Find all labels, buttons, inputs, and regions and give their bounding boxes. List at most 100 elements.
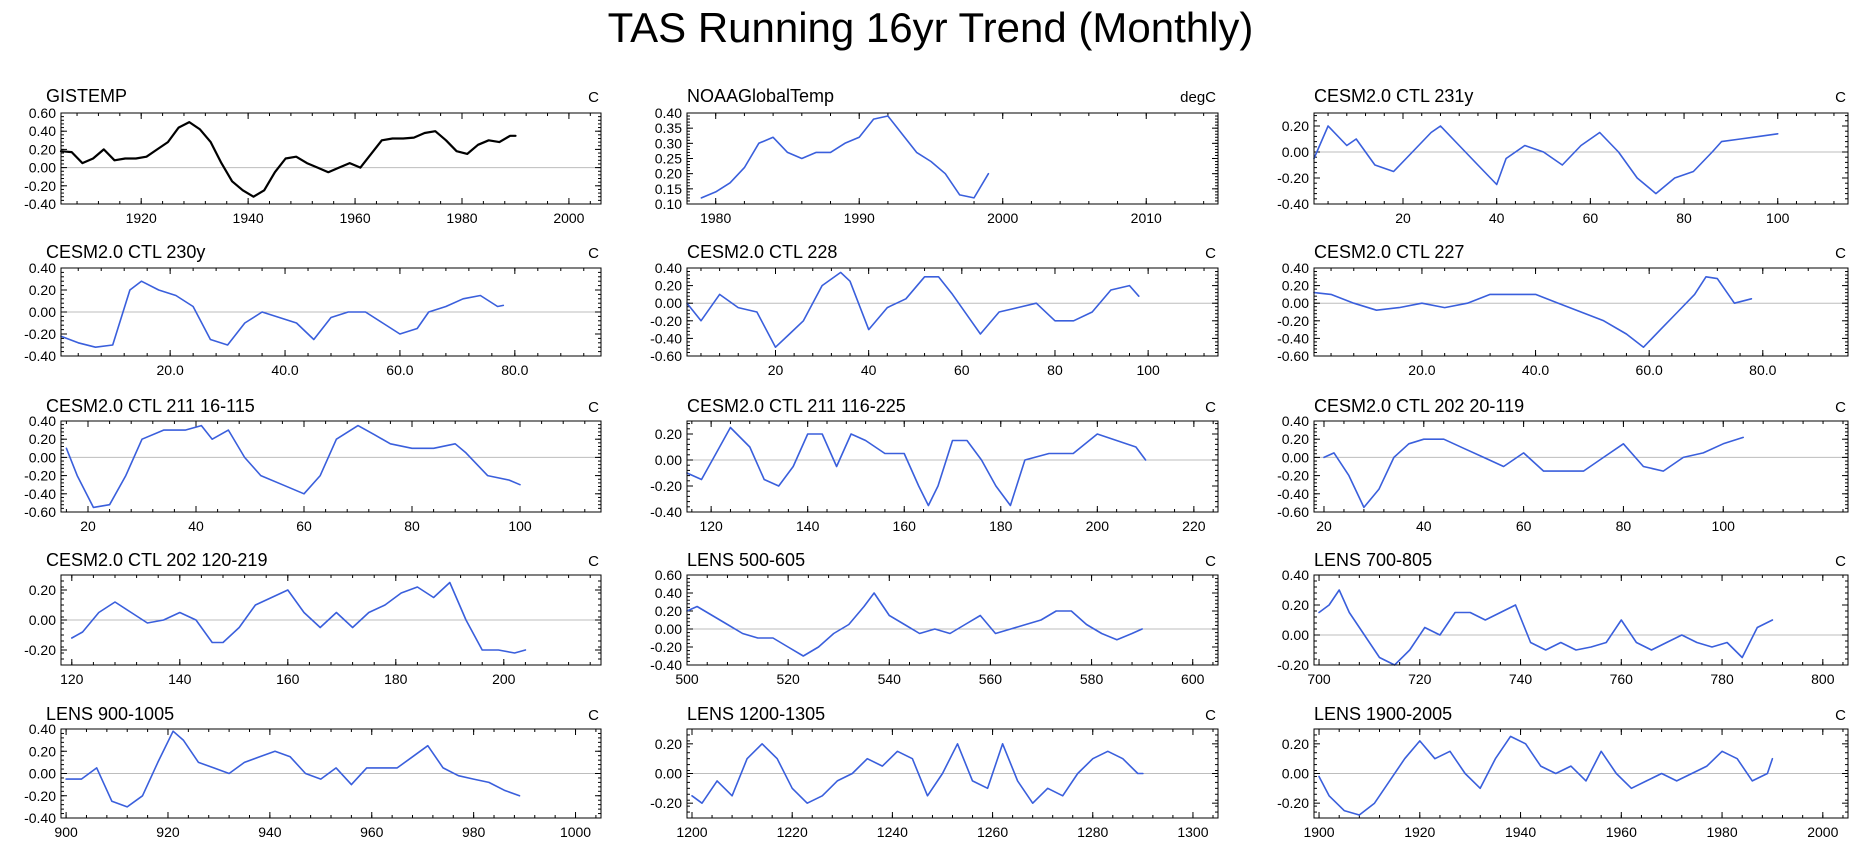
y-tick-label: 0.20 — [1282, 736, 1309, 752]
y-tick-label: 0.60 — [29, 105, 56, 121]
x-tick-label: 180 — [989, 518, 1013, 534]
panel-title: CESM2.0 CTL 211 116-225 — [687, 396, 906, 416]
x-tick-label: 20 — [80, 518, 96, 534]
x-tick-label: 60.0 — [1636, 362, 1663, 378]
y-tick-label: -0.20 — [650, 795, 682, 811]
y-tick-label: -0.40 — [650, 330, 682, 346]
y-tick-label: 0.00 — [1282, 627, 1309, 643]
y-tick-label: -0.40 — [1277, 196, 1309, 212]
panel-5: CESM2.0 CTL 228 C -0.60 -0.40-0.20 0.000.20 0… — [650, 242, 1219, 378]
panel-title: LENS 900-1005 — [46, 704, 174, 724]
panel-unit: degC — [1180, 89, 1216, 106]
series-line — [60, 280, 505, 349]
plot-frame — [686, 728, 1219, 819]
y-tick-label: 0.40 — [1282, 567, 1309, 583]
panel-13: LENS 900-1005 C -0.40 -0.20 0.00 0.20 0.40 900 9… — [24, 704, 602, 840]
series-line — [686, 426, 1147, 507]
y-tick-label: 0.40 — [1282, 260, 1309, 276]
x-tick-label: 60 — [1583, 210, 1599, 226]
panel-title: NOAAGlobalTemp — [687, 86, 834, 106]
panel-title: CESM2.0 CTL 211 16-115 — [46, 396, 255, 416]
plot-frame — [60, 112, 602, 205]
x-tick-label: 40 — [1416, 518, 1432, 534]
y-tick-label: -0.20 — [24, 788, 56, 804]
x-tick-label: 80 — [1047, 362, 1063, 378]
y-tick-label: -0.60 — [1277, 348, 1309, 364]
panel-unit: C — [588, 553, 599, 570]
panel-title: CESM2.0 CTL 202 120-219 — [46, 550, 267, 570]
x-tick-label: 600 — [1181, 671, 1205, 687]
y-tick-label: 0.40 — [29, 413, 56, 429]
panel-9: CESM2.0 CTL 202 20-119 C -0.60 -0.40 -0.20 0.… — [1277, 396, 1849, 534]
plot-frame — [686, 574, 1219, 666]
plot-frame — [60, 420, 602, 513]
x-tick-label: 40.0 — [271, 362, 298, 378]
series-line — [1323, 436, 1744, 509]
panel-4: CESM2.0 CTL 230y C -0.40 -0.20 0.00 0.20 0.40 2… — [24, 242, 602, 378]
panel-title: CESM2.0 CTL 227 — [1314, 242, 1464, 262]
panel-unit: C — [1835, 707, 1846, 724]
y-tick-label: 0.00 — [655, 621, 682, 637]
x-tick-label: 1960 — [339, 210, 370, 226]
x-tick-label: 1940 — [233, 210, 264, 226]
x-tick-label: 940 — [258, 824, 282, 840]
plot-frame — [1313, 728, 1849, 819]
x-tick-label: 80 — [1676, 210, 1692, 226]
x-tick-label: 20 — [1316, 518, 1332, 534]
x-tick-label: 1980 — [1706, 824, 1737, 840]
y-tick-label: -0.20 — [24, 642, 56, 658]
series-line — [1318, 589, 1774, 666]
y-tick-label: 0.40 — [29, 260, 56, 276]
y-tick-label: 0.40 — [655, 105, 682, 121]
y-tick-label: -0.40 — [650, 657, 682, 673]
y-tick-label: -0.40 — [1277, 486, 1309, 502]
panel-7: CESM2.0 CTL 211 16-115 C -0.60 -0.40 -0.20 0.… — [24, 396, 602, 534]
y-tick-label: 0.00 — [29, 766, 56, 782]
x-tick-label: 1260 — [977, 824, 1008, 840]
y-tick-label: -0.20 — [1277, 313, 1309, 329]
panel-unit: C — [1835, 399, 1846, 416]
x-tick-label: 80 — [1616, 518, 1632, 534]
x-tick-label: 160 — [893, 518, 917, 534]
y-tick-label: -0.20 — [24, 326, 56, 342]
panel-title: CESM2.0 CTL 230y — [46, 242, 205, 262]
y-tick-label: 0.00 — [29, 612, 56, 628]
y-tick-label: 0.40 — [655, 260, 682, 276]
x-tick-label: 100 — [508, 518, 532, 534]
y-tick-label: -0.20 — [1277, 657, 1309, 673]
x-tick-label: 60 — [954, 362, 970, 378]
panel-unit: C — [588, 89, 599, 106]
series-line — [691, 742, 1144, 805]
x-tick-label: 560 — [979, 671, 1003, 687]
panel-14: LENS 1200-1305 C -0.20 0.00 0.20 1200 1220 1240… — [650, 704, 1219, 840]
x-tick-label: 20.0 — [1408, 362, 1435, 378]
x-tick-label: 2010 — [1131, 210, 1162, 226]
y-tick-label: 0.00 — [655, 766, 682, 782]
x-tick-label: 140 — [796, 518, 820, 534]
series-line — [59, 120, 517, 198]
x-tick-label: 1940 — [1505, 824, 1536, 840]
x-tick-label: 200 — [492, 671, 516, 687]
y-tick-label: 0.40 — [29, 721, 56, 737]
y-tick-label: 0.20 — [655, 736, 682, 752]
y-tick-label: 0.20 — [1282, 278, 1309, 294]
x-tick-label: 60 — [296, 518, 312, 534]
panel-unit: C — [1205, 399, 1216, 416]
series-line — [686, 271, 1140, 349]
plot-frame — [686, 112, 1219, 205]
y-tick-label: 0.00 — [655, 295, 682, 311]
y-tick-label: 0.00 — [29, 304, 56, 320]
y-tick-label: -0.40 — [1277, 330, 1309, 346]
series-line — [1318, 735, 1774, 816]
x-tick-label: 60.0 — [386, 362, 413, 378]
plot-frame — [1313, 112, 1849, 205]
y-tick-label: 0.40 — [655, 585, 682, 601]
x-tick-label: 1900 — [1303, 824, 1334, 840]
panel-title: GISTEMP — [46, 86, 127, 106]
y-tick-label: 0.00 — [29, 160, 56, 176]
series-line — [65, 424, 521, 509]
y-tick-label: -0.40 — [24, 810, 56, 826]
series-line — [1313, 125, 1779, 195]
y-tick-label: 0.00 — [1282, 449, 1309, 465]
y-tick-label: -0.60 — [24, 504, 56, 520]
